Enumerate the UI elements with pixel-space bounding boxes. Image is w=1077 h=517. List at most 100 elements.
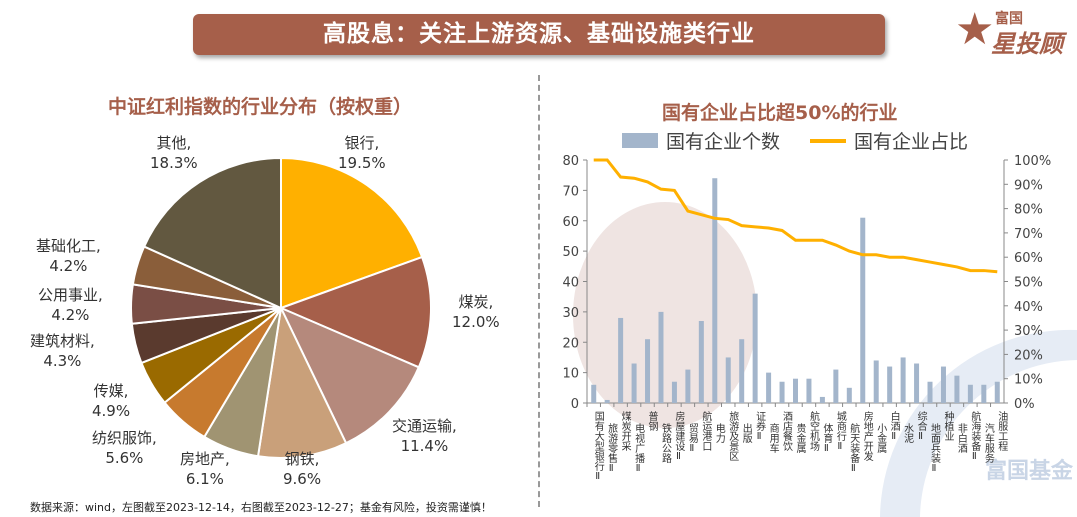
y-right-tick-label: 10% <box>1014 373 1043 388</box>
bar <box>994 381 1000 403</box>
y-left-tick-label: 60 <box>562 215 579 230</box>
pie-label: 基础化工, 4.2% <box>36 236 101 276</box>
logo-top: 富国 <box>995 11 1023 27</box>
pie-label-value: 19.5% <box>338 154 386 172</box>
x-tick-label: 地面兵装Ⅱ <box>929 422 941 474</box>
pie-label-name: 其他, <box>156 134 192 152</box>
x-tick-label: 城商行Ⅱ <box>834 411 846 452</box>
x-tick-label: 小金属 <box>875 423 887 454</box>
bar <box>793 378 798 403</box>
pie-label-name: 基础化工, <box>36 237 101 255</box>
pie-label: 钢铁, 9.6% <box>283 449 321 489</box>
pie-label: 公用事业, 4.2% <box>38 285 103 325</box>
y-right-tick-label: 50% <box>1014 276 1043 291</box>
x-tick-label: 电视广播Ⅱ <box>633 422 645 474</box>
x-tick-label: 综合Ⅱ <box>915 410 927 442</box>
bar <box>671 381 677 403</box>
pie-label-name: 煤炭, <box>458 293 494 311</box>
bar <box>698 320 704 403</box>
pie-slice <box>280 156 424 310</box>
y-right-tick-label: 30% <box>1014 324 1043 339</box>
x-tick-label: 汽车服务 <box>982 422 994 464</box>
legend-line-swatch <box>810 138 847 143</box>
bar <box>819 396 825 403</box>
y-left-tick-label: 40 <box>562 276 579 291</box>
bar <box>779 381 785 403</box>
bar <box>631 363 637 403</box>
bar <box>645 339 651 403</box>
pie-label-name: 房地产, <box>180 450 230 468</box>
x-tick-label: 航海装备Ⅱ <box>969 410 981 462</box>
bar <box>604 399 610 403</box>
pie-slice <box>256 304 348 459</box>
x-tick-label: 航空机场 <box>807 410 819 452</box>
y-right-tick-label: 70% <box>1014 227 1043 242</box>
bar <box>981 384 987 403</box>
line-series <box>593 158 998 274</box>
y-right-tick-label: 90% <box>1014 178 1043 193</box>
y-left-tick-label: 10 <box>562 367 579 382</box>
x-tick-label: 出版 <box>740 422 752 444</box>
pie-label: 交通运输, 11.4% <box>392 416 457 456</box>
bar <box>752 293 758 403</box>
y-left-tick-label: 80 <box>562 154 579 169</box>
y-right-tick-label: 20% <box>1014 348 1043 363</box>
x-tick-label: 非白酒 <box>955 423 967 454</box>
pie-label-value: 6.1% <box>185 470 224 488</box>
pie-label-name: 传媒, <box>93 382 129 400</box>
x-tick-label: 酒店餐饮 <box>781 411 793 452</box>
x-tick-label: 煤炭开采 <box>619 410 631 452</box>
x-tick-label: 旅游零售Ⅱ <box>606 422 618 474</box>
x-tick-label: 种植业 <box>942 410 954 441</box>
y-right-tick-label: 60% <box>1014 251 1043 266</box>
pie-title: 中证红利指数的行业分布（按权重） <box>108 96 413 118</box>
bar <box>618 317 624 403</box>
bar <box>658 311 664 403</box>
pie-label-value: 9.6% <box>283 470 322 488</box>
bar-title: 国有企业占比超50%的行业 <box>662 102 898 124</box>
watermark: 富国基金 <box>985 458 1074 484</box>
pie-slice <box>142 156 282 310</box>
x-tick-label: 普钢 <box>646 410 658 432</box>
y-right-tick-label: 100% <box>1014 154 1051 169</box>
decor-arc <box>880 329 1077 517</box>
x-tick-label: 水泥 <box>902 423 914 444</box>
y-right-tick-label: 80% <box>1014 203 1043 218</box>
pie-label-name: 银行, <box>344 134 380 152</box>
bar <box>833 369 839 403</box>
pie-label-value: 11.4% <box>400 437 449 455</box>
header-banner: 高股息：关注上游资源、基础设施类行业 <box>193 14 885 55</box>
x-tick-label: 贸易Ⅱ <box>686 423 698 454</box>
pie-label: 房地产, 6.1% <box>180 449 230 489</box>
y-left-tick-label: 0 <box>571 397 579 412</box>
pie-label-name: 纺织服饰, <box>92 429 157 447</box>
y-left-tick-label: 70 <box>562 184 579 199</box>
bar <box>914 363 920 403</box>
bar <box>887 366 893 403</box>
pie-label-name: 钢铁, <box>284 450 320 468</box>
x-tick-label: 证券Ⅱ <box>754 411 766 442</box>
pie-label-value: 4.9% <box>92 402 131 420</box>
pie-label-name: 交通运输, <box>392 417 457 435</box>
y-right-tick-label: 0% <box>1014 397 1035 412</box>
pie-label-value: 4.3% <box>43 352 82 370</box>
bar <box>739 339 745 403</box>
pie-label: 纺织服饰, 5.6% <box>92 428 157 468</box>
legend-bar-swatch <box>622 133 658 148</box>
legend-line-label: 国有企业占比 <box>854 131 969 153</box>
y-right-tick-label: 40% <box>1014 300 1043 315</box>
bar <box>712 178 718 403</box>
pie-slice <box>278 255 432 369</box>
x-tick-label: 铁路公路 <box>659 422 671 464</box>
x-tick-label: 体育Ⅱ <box>821 423 833 454</box>
bar <box>766 372 772 403</box>
footer-note: 数据来源：wind，左图截至2023-12-14，右图截至2023-12-27；… <box>30 501 492 514</box>
bar <box>967 384 973 403</box>
pie-label: 其他, 18.3% <box>150 133 198 173</box>
bar <box>806 378 812 403</box>
pie-slice <box>278 306 421 445</box>
pie-label-value: 12.0% <box>452 313 500 331</box>
star-icon: ★ <box>955 4 995 55</box>
